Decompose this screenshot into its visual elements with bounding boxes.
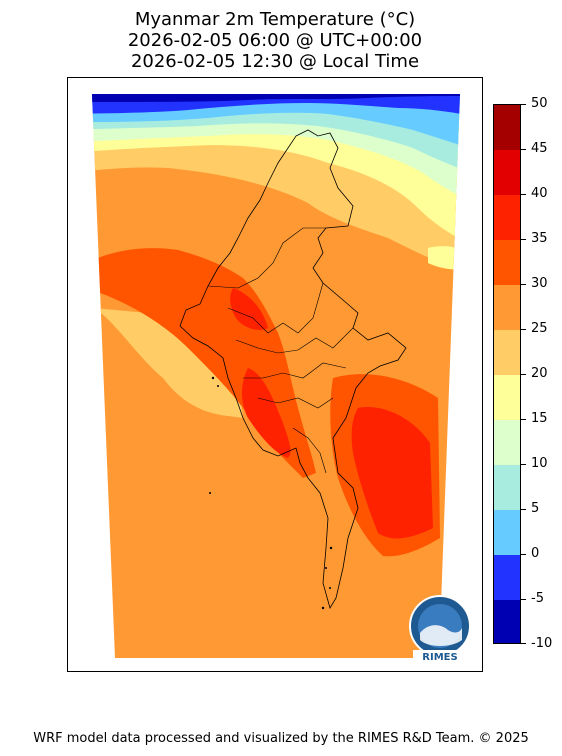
temperature-map: RIMES [92, 94, 471, 663]
colorbar-tick-label: 25 [531, 321, 548, 336]
colorbar-segment [494, 105, 520, 151]
region-boundary [227, 282, 324, 334]
region-boundary [257, 397, 334, 409]
colorbar-tick-label: 40 [531, 186, 548, 201]
title-line-2: 2026-02-05 06:00 @ UTC+00:00 [127, 30, 423, 51]
band-20-25-west [93, 308, 243, 418]
region-boundary [235, 327, 354, 354]
title-line-1: Myanmar 2m Temperature (°C) [134, 9, 416, 30]
colorbar-segment [494, 420, 520, 466]
region-boundary [243, 362, 347, 379]
colorbar-segment [494, 600, 520, 643]
colorbar-tick-label: 5 [531, 501, 540, 516]
colorbar-segment [494, 195, 520, 241]
band-35-40-east [351, 407, 433, 539]
colorbar-tick-label: 35 [531, 231, 548, 246]
footer-credit: WRF model data processed and visualized … [33, 731, 529, 746]
colorbar-tick-mark [521, 509, 526, 510]
colorbar-segment [494, 240, 520, 286]
colorbar-segment [494, 375, 520, 421]
colorbar-tick-label: 20 [531, 366, 548, 381]
colorbar-tick-mark [521, 374, 526, 375]
colorbar-tick-label: 10 [531, 456, 548, 471]
colorbar-tick-label: 0 [531, 546, 540, 561]
colorbar-tick-mark [521, 599, 526, 600]
rimes-logo: RIMES [409, 595, 471, 663]
colorbar-tick-label: -5 [531, 591, 544, 606]
title-line-3: 2026-02-05 12:30 @ Local Time [130, 51, 420, 72]
map-title: Myanmar 2m Temperature (°C) 2026-02-05 0… [0, 9, 550, 72]
myanmar-border [179, 129, 407, 610]
colorbar-tick-mark [521, 554, 526, 555]
colorbar-segment [494, 510, 520, 556]
colorbar-tick-mark [521, 194, 526, 195]
colorbar-tick-label: 45 [531, 141, 548, 156]
band-35-40-delta [242, 368, 291, 458]
logo-text: RIMES [422, 652, 457, 663]
colorbar-segment [494, 150, 520, 196]
colorbar-tick-mark [521, 104, 526, 105]
colorbar-tick-label: 15 [531, 411, 548, 426]
map-panel: RIMES [67, 77, 483, 672]
colorbar-tick-mark [521, 284, 526, 285]
region-boundary [207, 227, 326, 289]
coastal-islands [209, 376, 333, 610]
colorbar-tick-label: 50 [531, 96, 548, 111]
colorbar-tick-mark [521, 239, 526, 240]
colorbar [493, 104, 521, 644]
band-15-20-patch [428, 246, 460, 270]
band-35-40-north [230, 288, 268, 330]
colorbar-segment [494, 555, 520, 601]
colorbar-tick-mark [521, 419, 526, 420]
colorbar-tick-label: 30 [531, 276, 548, 291]
band-minus10-minus5 [92, 94, 460, 102]
colorbar-tick-mark [521, 464, 526, 465]
colorbar-segment [494, 330, 520, 376]
colorbar-segment [494, 465, 520, 511]
colorbar-segment [494, 285, 520, 331]
colorbar-tick-mark [521, 643, 526, 644]
colorbar-tick-mark [521, 329, 526, 330]
region-boundary [292, 427, 327, 474]
colorbar-tick-label: -10 [531, 636, 553, 651]
colorbar-tick-mark [521, 149, 526, 150]
